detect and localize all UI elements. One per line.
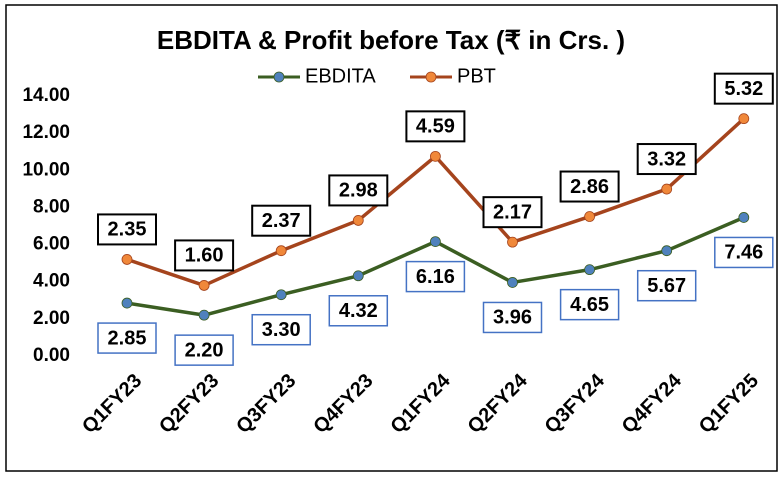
point (738, 212, 750, 223)
point (352, 270, 364, 282)
data-label-box (482, 196, 543, 229)
legend-label: PBT (457, 65, 496, 87)
y-tick-label: 10.00 (22, 159, 70, 180)
point (121, 254, 133, 265)
legend-label: EBDITA (305, 65, 376, 87)
data-label-box (97, 322, 157, 354)
data-label: 4.32 (339, 300, 378, 322)
point (352, 215, 364, 226)
data-label: 3.32 (647, 148, 686, 170)
data-label: 1.60 (185, 245, 224, 267)
data-label: 5.32 (724, 78, 763, 100)
data-label-box (636, 143, 697, 176)
data-label-box (328, 174, 389, 207)
data-label-box (405, 110, 466, 143)
y-tick-label: 8.00 (33, 196, 70, 217)
data-label: 3.96 (493, 307, 532, 329)
point (738, 113, 750, 125)
legend-marker (273, 71, 285, 83)
data-label: 2.98 (339, 180, 378, 202)
y-tick-label: 2.00 (33, 308, 70, 329)
point (429, 150, 441, 162)
data-label-box (251, 204, 312, 237)
legend-marker (425, 71, 437, 83)
y-tick-label: 4.00 (33, 271, 70, 292)
point (275, 289, 287, 301)
point (584, 211, 595, 222)
data-label: 2.17 (493, 201, 532, 223)
point (507, 277, 518, 288)
point (429, 236, 441, 248)
y-tick-label: 6.00 (33, 234, 70, 255)
point (198, 280, 210, 291)
point (661, 183, 673, 195)
data-label: 2.35 (108, 219, 147, 241)
data-label-box (559, 170, 620, 203)
data-label: 2.85 (108, 327, 147, 349)
data-label-box (405, 260, 466, 293)
data-label-box (714, 236, 774, 269)
point (507, 236, 518, 248)
point (584, 264, 595, 276)
data-label-box (174, 239, 235, 272)
data-label-box (713, 72, 774, 105)
data-label-box (559, 288, 620, 321)
data-label: 4.65 (570, 294, 609, 316)
data-label-box (97, 213, 157, 246)
data-label: 5.67 (647, 275, 686, 297)
point (121, 297, 133, 309)
point (198, 309, 210, 321)
data-label: 3.30 (262, 319, 301, 341)
data-label-box (174, 334, 234, 366)
y-tick-label: 12.00 (22, 122, 70, 143)
data-label-box (636, 269, 697, 302)
chart-title: EBDITA & Profit before Tax (₹ in Crs. ) (157, 25, 625, 55)
data-label-box (251, 313, 311, 346)
point (661, 245, 673, 257)
y-tick-label: 14.00 (22, 85, 70, 106)
data-label: 2.37 (262, 210, 301, 232)
data-label: 2.20 (185, 339, 224, 361)
data-label: 2.86 (570, 176, 609, 198)
data-label: 7.46 (724, 242, 763, 264)
data-label: 4.59 (416, 116, 455, 138)
data-label: 6.16 (416, 266, 455, 288)
y-tick-label: 0.00 (33, 345, 70, 366)
data-label-box (482, 301, 543, 334)
point (275, 245, 287, 257)
data-label-box (328, 295, 389, 327)
